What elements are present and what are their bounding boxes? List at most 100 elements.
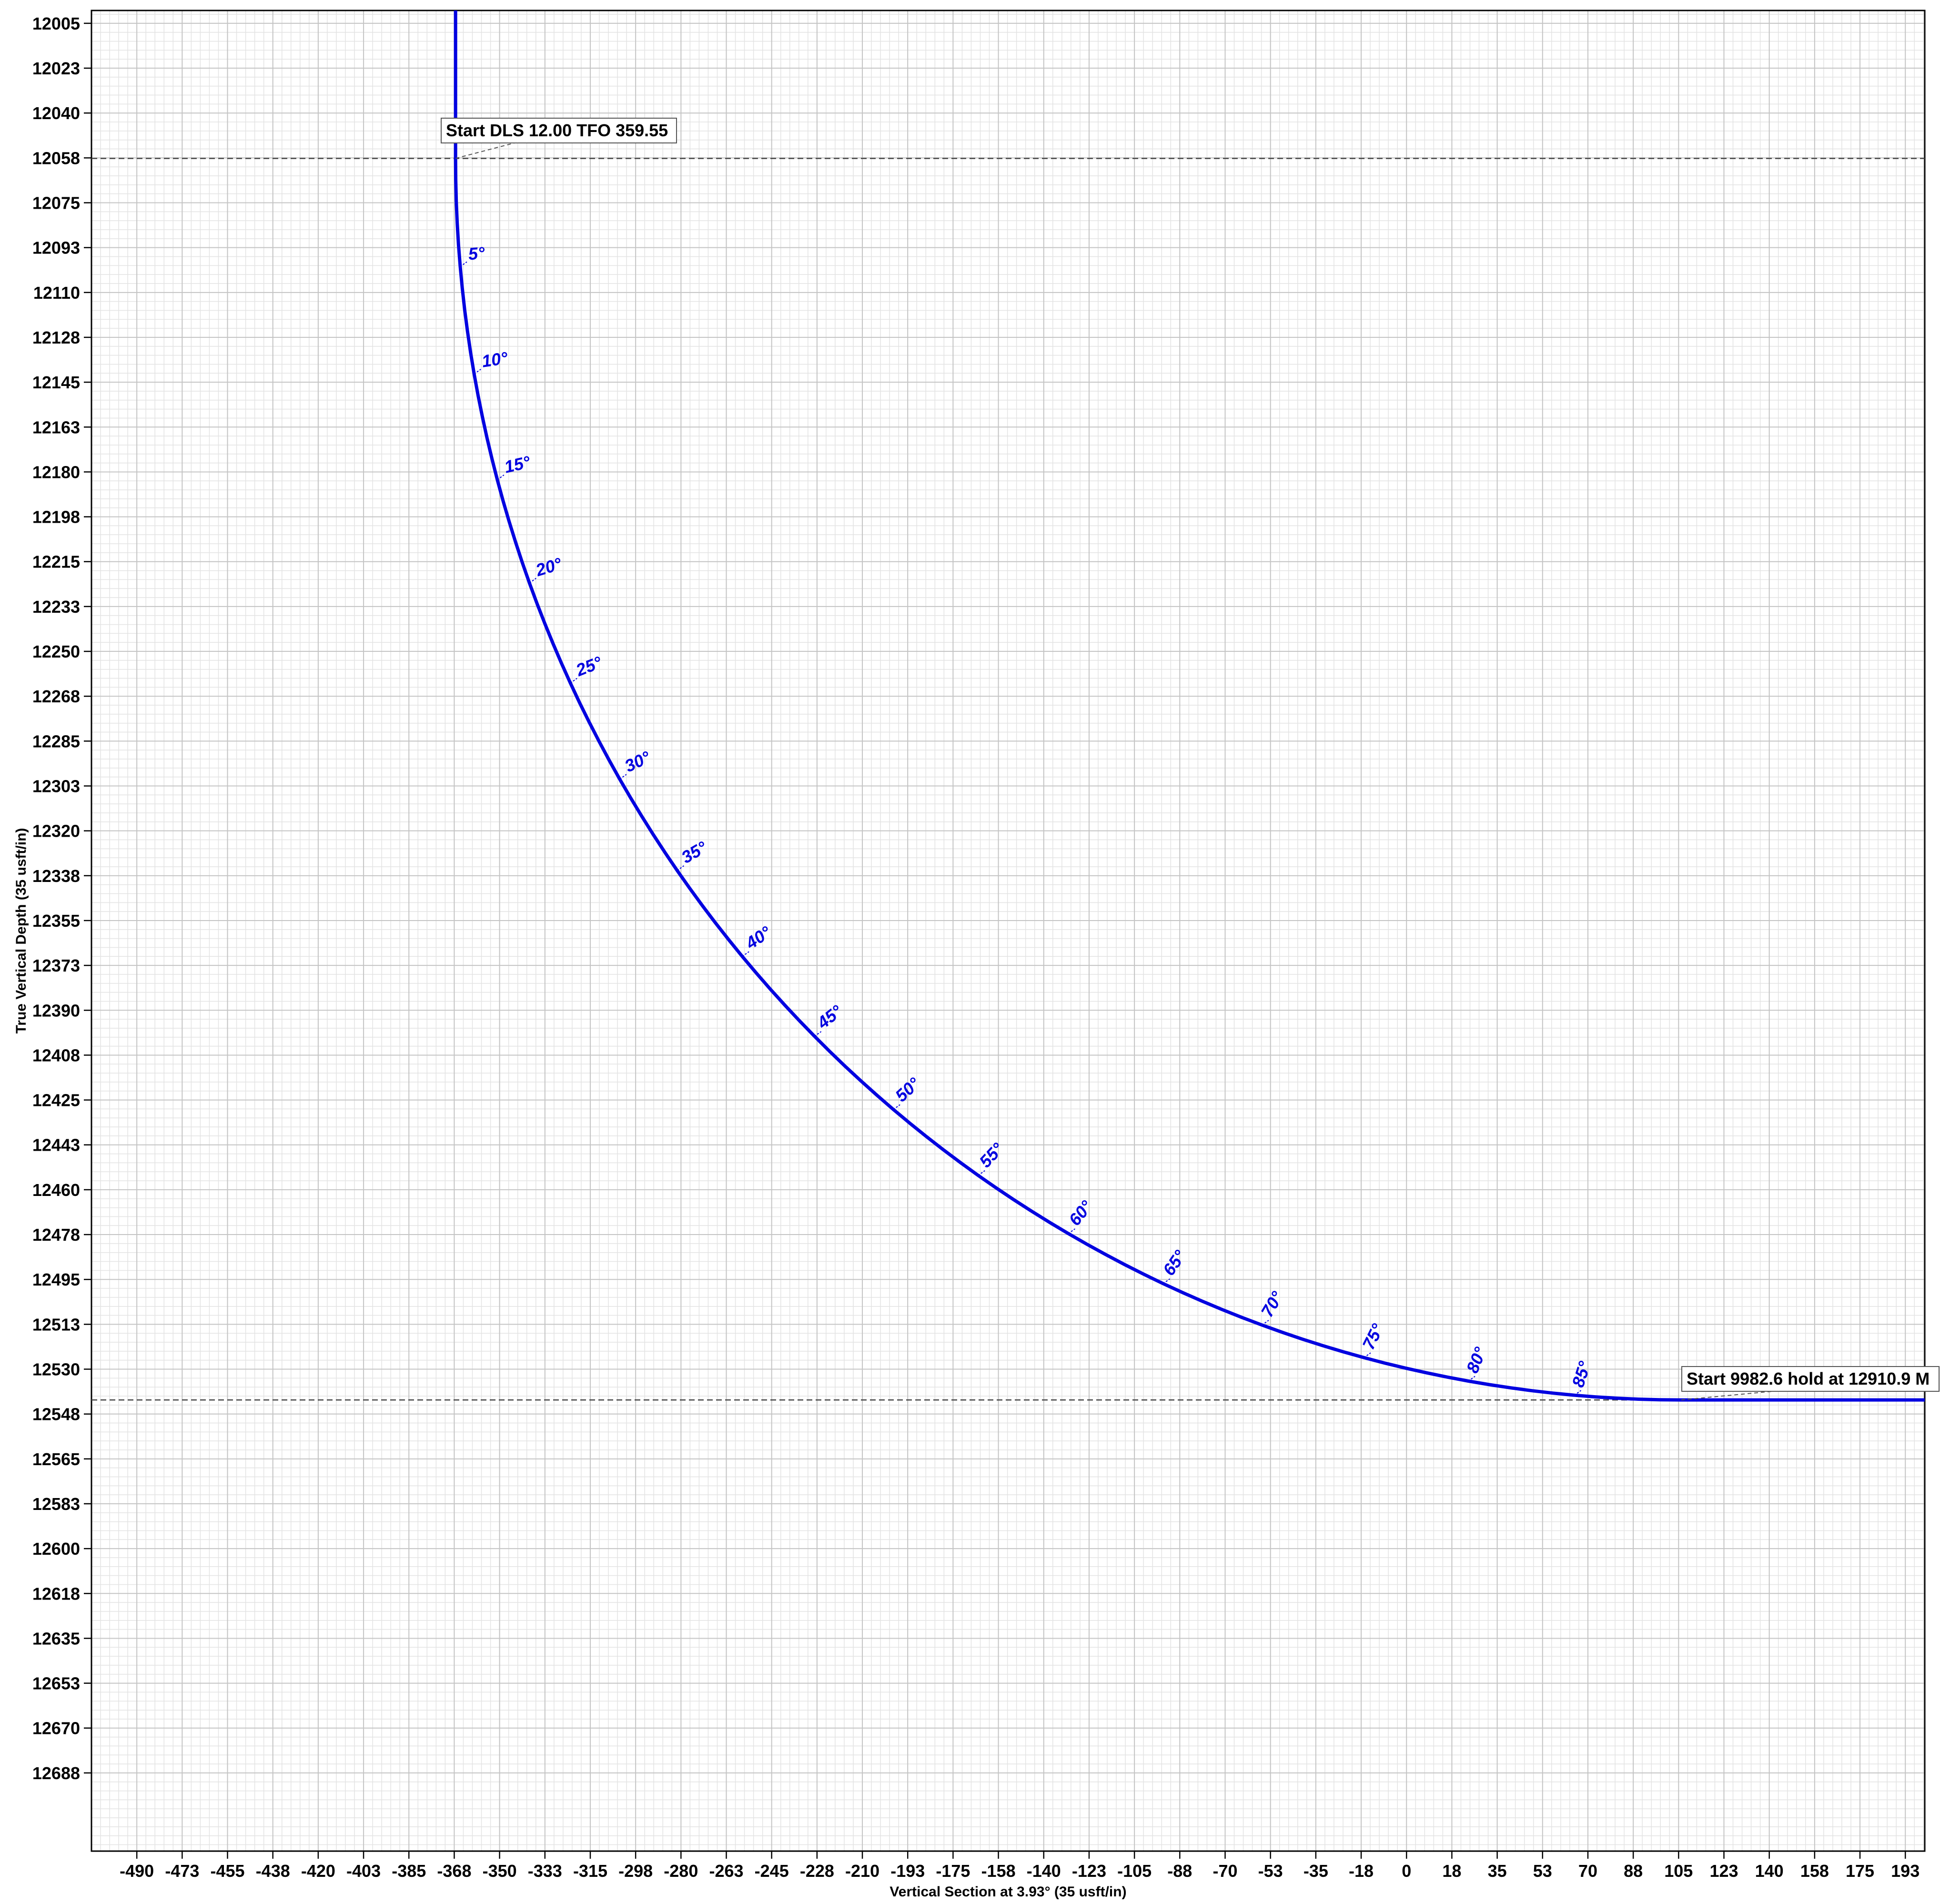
inclination-leader xyxy=(474,369,481,375)
y-tick-label: 12110 xyxy=(33,283,80,303)
y-tick-label: 12583 xyxy=(32,1494,80,1514)
y-tick-label: 12233 xyxy=(32,597,80,617)
annotation-box xyxy=(1681,1366,1940,1392)
x-tick-label: 140 xyxy=(1755,1861,1784,1881)
y-axis: 12005 12023 12040 12058 12075 12093 12110 12128… xyxy=(32,14,91,1783)
y-tick-label: 12425 xyxy=(32,1091,80,1110)
y-tick-label: 12163 xyxy=(32,417,80,437)
inclination-label: 5° xyxy=(468,243,486,263)
x-tick-label: 158 xyxy=(1800,1861,1829,1881)
x-tick-label: 18 xyxy=(1442,1861,1461,1881)
major-grid xyxy=(91,10,1925,1851)
x-tick-label: 175 xyxy=(1846,1861,1874,1881)
inclination-leader xyxy=(1068,1228,1076,1234)
y-tick-label: 12688 xyxy=(32,1763,80,1783)
inclination-leader xyxy=(893,1104,900,1110)
y-tick-label: 12548 xyxy=(32,1405,80,1424)
y-tick-label: 12443 xyxy=(32,1135,80,1155)
y-tick-label: 12373 xyxy=(32,956,80,975)
y-tick-label: 12600 xyxy=(32,1539,80,1559)
y-tick-label: 12513 xyxy=(32,1315,80,1334)
x-tick-label: -18 xyxy=(1349,1861,1374,1881)
x-tick-label: -158 xyxy=(981,1861,1016,1881)
x-axis-title: Vertical Section at 3.93° (35 usft/in) xyxy=(889,1884,1126,1900)
y-tick-label: 12618 xyxy=(32,1584,80,1603)
y-tick-label: 12653 xyxy=(32,1674,80,1693)
y-tick-label: 12670 xyxy=(32,1719,80,1738)
x-tick-label: -123 xyxy=(1072,1861,1106,1881)
x-tick-label: 88 xyxy=(1624,1861,1643,1881)
x-tick-label: 35 xyxy=(1488,1861,1507,1881)
annotation-box xyxy=(441,118,677,143)
x-tick-label: -438 xyxy=(256,1861,290,1881)
x-tick-label: -473 xyxy=(165,1861,199,1881)
reference-lines xyxy=(91,158,1925,1401)
y-tick-label: 12040 xyxy=(32,103,80,123)
y-tick-label: 12355 xyxy=(32,911,80,931)
inclination-leader xyxy=(1364,1352,1371,1358)
x-tick-label: -175 xyxy=(936,1861,970,1881)
y-tick-label: 12023 xyxy=(32,59,80,78)
y-tick-label: 12390 xyxy=(32,1001,80,1020)
inclination-label: 10° xyxy=(480,348,509,371)
y-axis-title: True Vertical Depth (35 usft/in) xyxy=(13,828,29,1034)
inclination-leader xyxy=(677,865,684,871)
x-tick-label: -70 xyxy=(1212,1861,1237,1881)
x-tick-label: -490 xyxy=(120,1861,154,1881)
x-tick-label: -140 xyxy=(1027,1861,1061,1881)
x-tick-label: -53 xyxy=(1258,1861,1283,1881)
x-tick-label: -403 xyxy=(346,1861,381,1881)
inclination-leader xyxy=(619,774,627,780)
y-tick-label: 12075 xyxy=(32,193,80,213)
y-tick-label: 12478 xyxy=(32,1225,80,1245)
x-tick-label: -105 xyxy=(1117,1861,1152,1881)
inclination-leader xyxy=(978,1170,985,1176)
y-tick-label: 12093 xyxy=(32,238,80,258)
x-tick-label: -245 xyxy=(755,1861,789,1881)
x-tick-label: 105 xyxy=(1664,1861,1693,1881)
x-tick-label: 0 xyxy=(1402,1861,1411,1881)
inclination-leader xyxy=(1262,1320,1269,1326)
y-tick-label: 12198 xyxy=(32,507,80,527)
y-tick-label: 12495 xyxy=(32,1270,80,1289)
inclination-leader xyxy=(460,261,467,267)
y-tick-label: 12460 xyxy=(32,1180,80,1200)
x-tick-label: -333 xyxy=(528,1861,562,1881)
y-tick-label: 12180 xyxy=(32,462,80,482)
y-tick-label: 12408 xyxy=(32,1045,80,1065)
inclination-leader xyxy=(742,951,749,957)
inclination-leader xyxy=(814,1031,822,1037)
annotation-start-dls: Start DLS 12.00 TFO 359.55 xyxy=(446,121,668,140)
x-tick-label: -228 xyxy=(800,1861,834,1881)
x-tick-label: -280 xyxy=(664,1861,698,1881)
x-tick-label: -193 xyxy=(890,1861,925,1881)
y-tick-label: 12320 xyxy=(32,821,80,841)
inclination-leader xyxy=(529,577,536,584)
x-tick-label: -315 xyxy=(573,1861,607,1881)
y-tick-label: 12285 xyxy=(32,731,80,751)
x-tick-label: 53 xyxy=(1533,1861,1552,1881)
y-tick-label: 12058 xyxy=(32,148,80,168)
y-tick-label: 12635 xyxy=(32,1629,80,1648)
y-tick-label: 12268 xyxy=(32,687,80,706)
x-tick-label: 70 xyxy=(1578,1861,1597,1881)
x-tick-label: -35 xyxy=(1303,1861,1328,1881)
inclination-leader xyxy=(1468,1376,1475,1382)
y-tick-label: 12530 xyxy=(32,1360,80,1379)
annotations: Start DLS 12.00 TFO 359.55 Start 9982.6 h… xyxy=(441,118,1940,1401)
x-tick-label: 193 xyxy=(1891,1861,1920,1881)
y-tick-label: 12303 xyxy=(32,777,80,796)
x-tick-label: -263 xyxy=(709,1861,743,1881)
annotation-leader xyxy=(1681,1391,1773,1401)
x-tick-label: -350 xyxy=(483,1861,517,1881)
inclination-leader xyxy=(570,678,577,684)
y-tick-label: 12250 xyxy=(32,642,80,661)
annotation-start-hold: Start 9982.6 hold at 12910.9 M xyxy=(1687,1369,1930,1388)
x-tick-label: -420 xyxy=(301,1861,335,1881)
x-tick-label: -298 xyxy=(618,1861,653,1881)
y-tick-label: 12128 xyxy=(32,328,80,347)
y-tick-label: 12005 xyxy=(32,14,80,33)
plot-frame xyxy=(91,10,1926,1852)
